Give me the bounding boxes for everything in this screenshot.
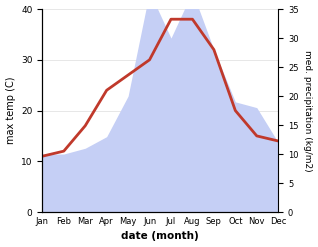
Y-axis label: med. precipitation (kg/m2): med. precipitation (kg/m2) [303, 50, 313, 171]
X-axis label: date (month): date (month) [121, 231, 199, 242]
Y-axis label: max temp (C): max temp (C) [5, 77, 16, 144]
